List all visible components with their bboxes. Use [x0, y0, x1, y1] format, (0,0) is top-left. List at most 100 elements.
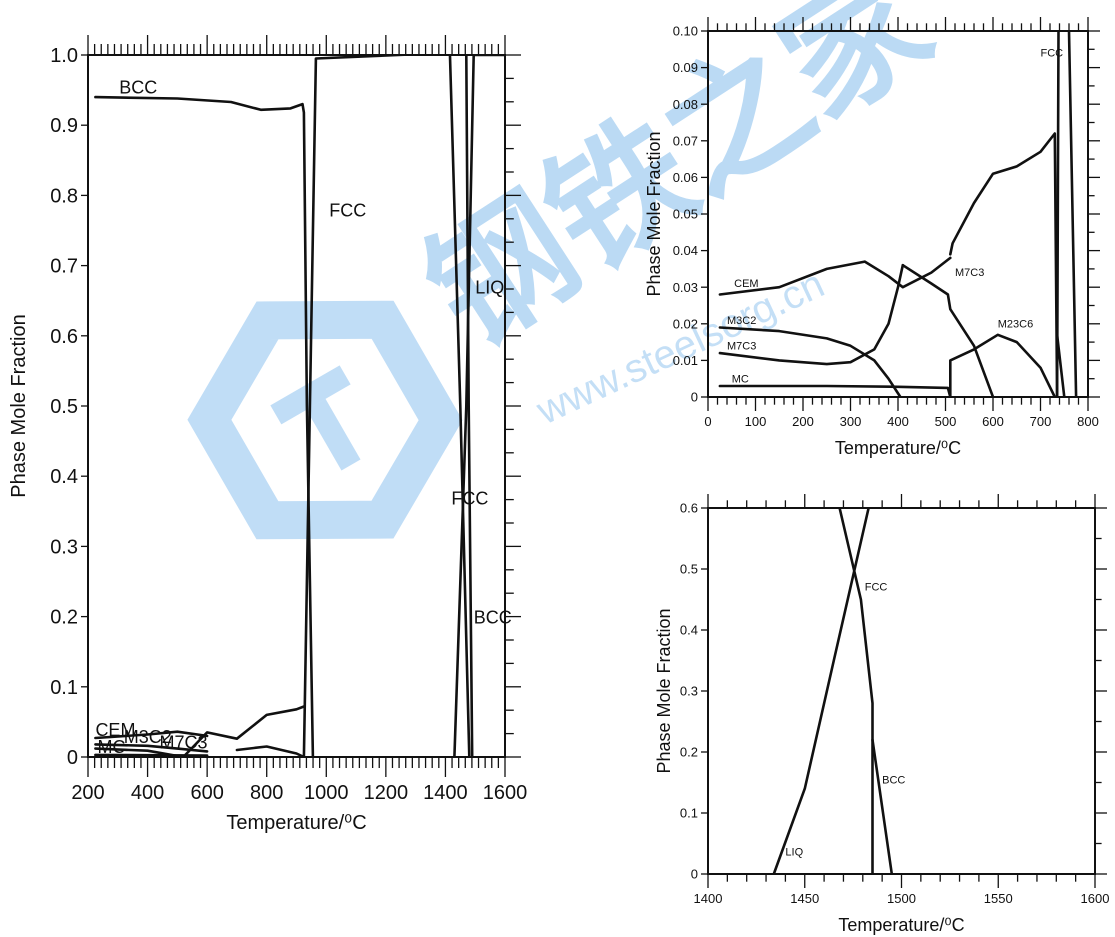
phase-label-mc: MC	[732, 373, 749, 385]
phase-label-bcc: BCC	[474, 608, 512, 628]
y-tick-label: 0	[67, 747, 78, 769]
chart-low-temp-zoom: 0 100 200 300 400 500 600 700 800 0 0.01 0.02 0.03 0.…	[644, 17, 1100, 458]
y-tick-label: 0.01	[673, 353, 698, 368]
y-tick-label: 0	[691, 867, 698, 882]
x-tick-label: 1500	[887, 891, 916, 906]
y-tick-label: 0.04	[673, 243, 698, 258]
series-line-cem	[718, 256, 952, 296]
phase-label-m23c6: M23C6	[998, 318, 1033, 330]
x-tick-label: 1600	[483, 782, 528, 804]
series-line-fcc	[448, 54, 471, 758]
chart-high-temp-zoom: 1400 1450 1500 1550 1600 0 0.1 0.2 0.3 0.4 0.5 0.6 T…	[654, 494, 1109, 935]
y-tick-label: 0.2	[50, 607, 78, 629]
y-tick-label: 0.10	[673, 24, 698, 39]
phase-label-m3c2: M3C2	[727, 315, 756, 327]
phase-label-liq: LIQ	[475, 278, 504, 298]
series-line-fcc	[1055, 30, 1060, 398]
y-axis-label: Phase Mole Fraction	[654, 608, 674, 773]
y-tick-label: 0.1	[50, 677, 78, 699]
phase-label-m7c3: M7C3	[727, 340, 756, 352]
y-tick-label: 0.03	[673, 280, 698, 295]
x-tick-label: 100	[745, 414, 767, 429]
x-tick-label: 1200	[364, 782, 409, 804]
x-tick-label: 1000	[304, 782, 349, 804]
series-line-mc	[94, 753, 209, 757]
x-tick-label: 800	[1077, 414, 1099, 429]
phase-label-fcc: FCC	[1041, 48, 1064, 60]
y-tick-label: 0.4	[50, 466, 78, 488]
y-tick-label: 0.1	[680, 806, 698, 821]
y-axis-label: Phase Mole Fraction	[8, 314, 30, 497]
phase-label-m7c3: M7C3	[159, 733, 207, 753]
series-line-bcc	[453, 54, 506, 758]
phase-label-fcc: FCC	[451, 488, 488, 508]
phase-label-bcc: BCC	[119, 78, 157, 98]
phase-label-cem: CEM	[95, 720, 135, 740]
phase-label-m7c3: M7C3	[955, 267, 984, 279]
y-tick-label: 0.08	[673, 97, 698, 112]
series-line-m23c6	[235, 745, 306, 758]
x-axis-label: Temperature/⁰C	[835, 438, 961, 458]
phase-label-m3c2: M3C2	[124, 727, 172, 747]
y-tick-label: 0.5	[50, 396, 78, 418]
y-tick-label: 1.0	[50, 45, 78, 67]
series-line-m7c3	[949, 132, 1059, 398]
x-axis-label: Temperature/⁰C	[838, 915, 964, 935]
y-tick-label: 0.02	[673, 316, 698, 331]
series-line-liq	[772, 507, 870, 875]
x-tick-label: 500	[935, 414, 957, 429]
phase-label-bcc: BCC	[882, 775, 905, 787]
y-tick-label: 0.9	[50, 115, 78, 137]
x-tick-label: 300	[840, 414, 862, 429]
chart-main: 200 400 600 800 1000 1200 1400 1600 0 0.1 0.2 0.3 0.…	[8, 35, 527, 834]
x-tick-label: 200	[71, 782, 104, 804]
series-line-liq	[465, 54, 474, 758]
series-line-cem	[94, 730, 209, 740]
series-line-m3c2	[94, 743, 209, 753]
y-tick-label: 0.6	[50, 326, 78, 348]
y-tick-label: 0	[691, 390, 698, 405]
phase-label-fcc: FCC	[329, 200, 366, 220]
watermark: 钢铁之家 www.steelsorg.cn	[187, 0, 956, 540]
y-tick-label: 0.4	[680, 623, 698, 638]
y-tick-label: 0.06	[673, 170, 698, 185]
y-tick-label: 0.05	[673, 207, 698, 222]
series-line-m3c2	[718, 326, 902, 398]
y-tick-label: 0.07	[673, 133, 698, 148]
x-tick-label: 1450	[790, 891, 819, 906]
series-line-bcc	[94, 95, 315, 758]
x-axis-label: Temperature/⁰C	[226, 812, 366, 834]
y-tick-label: 0.2	[680, 745, 698, 760]
series-line-m7c3	[901, 263, 995, 398]
x-tick-label: 200	[792, 414, 814, 429]
series-line-fcc	[302, 54, 447, 758]
watermark-logo-icon	[187, 300, 463, 540]
phase-label-mc: MC	[98, 737, 126, 757]
plot-frame	[707, 507, 1096, 875]
x-tick-label: 600	[982, 414, 1004, 429]
y-tick-label: 0.5	[680, 562, 698, 577]
x-tick-label: 800	[250, 782, 283, 804]
series-line-m7c3	[718, 263, 905, 366]
y-tick-label: 0.3	[680, 684, 698, 699]
series-line-bcc	[871, 738, 894, 875]
x-tick-label: 700	[1030, 414, 1052, 429]
series-line-fcc	[838, 507, 874, 875]
x-tick-label: 600	[190, 782, 223, 804]
x-tick-label: 400	[131, 782, 164, 804]
y-tick-label: 0.7	[50, 256, 78, 278]
x-tick-label: 1550	[984, 891, 1013, 906]
phase-label-liq: LIQ	[785, 847, 803, 859]
x-tick-label: 1600	[1081, 891, 1110, 906]
phase-label-cem: CEM	[734, 278, 758, 290]
y-tick-label: 0.6	[680, 501, 698, 516]
y-tick-label: 0.09	[673, 60, 698, 75]
y-tick-label: 0.3	[50, 536, 78, 558]
series-line-mc	[718, 384, 952, 398]
y-axis-label: Phase Mole Fraction	[644, 131, 664, 296]
series-line-m23c6	[949, 333, 1057, 398]
phase-label-fcc: FCC	[865, 581, 888, 593]
series-line-fcc	[1067, 30, 1078, 398]
x-tick-label: 400	[887, 414, 909, 429]
